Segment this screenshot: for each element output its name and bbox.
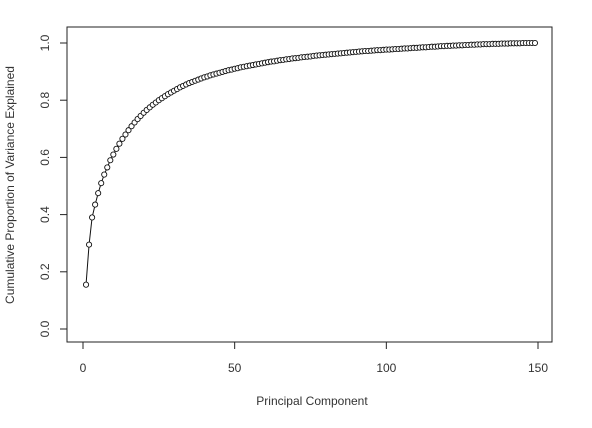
series-line (85, 42, 535, 285)
data-point (110, 151, 117, 158)
data-point (101, 171, 108, 178)
data-point (89, 214, 96, 221)
data-point (82, 281, 90, 288)
x-axis: 0 50 100 150 (80, 341, 548, 375)
x-axis-label: Principal Component (256, 394, 368, 408)
data-series (82, 39, 539, 288)
data-point (92, 201, 99, 208)
data-point (95, 190, 102, 197)
data-point (86, 241, 93, 248)
data-point (104, 164, 111, 171)
plot-frame (66, 26, 553, 343)
data-point (107, 157, 114, 164)
data-point (98, 180, 105, 187)
data-point (119, 135, 126, 142)
y-tick-label: 0.4 (38, 206, 52, 223)
x-tick-label: 0 (80, 361, 87, 375)
y-tick-label: 0.2 (38, 263, 52, 280)
data-point (113, 145, 120, 152)
data-point (125, 127, 132, 134)
x-tick-label: 100 (376, 361, 396, 375)
y-tick-label: 0.6 (38, 149, 52, 166)
data-point (116, 140, 123, 147)
y-tick-label: 0.8 (38, 92, 52, 109)
y-axis: 0.0 0.2 0.4 0.6 0.8 1.0 (38, 34, 68, 337)
y-axis-label: Cumulative Proportion of Variance Explai… (3, 66, 17, 304)
x-tick-label: 150 (528, 361, 548, 375)
y-tick-label: 0.0 (38, 320, 52, 337)
data-point (531, 39, 539, 47)
data-point (122, 131, 129, 138)
y-tick-label: 1.0 (38, 34, 52, 51)
x-tick-label: 50 (228, 361, 242, 375)
